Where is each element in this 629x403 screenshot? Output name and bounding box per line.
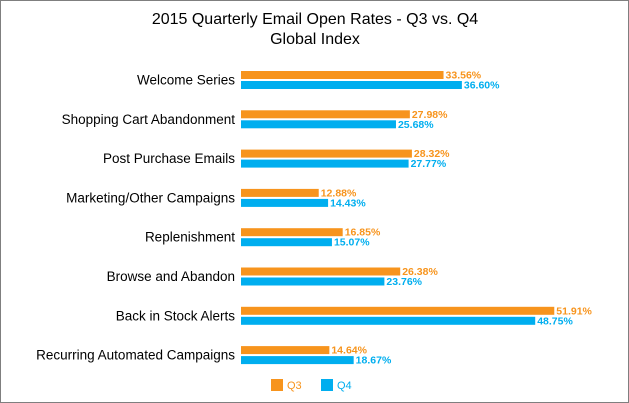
bar-q4-marketing-other-campaigns xyxy=(241,198,329,207)
chart-title: 2015 Quarterly Email Open Rates - Q3 vs.… xyxy=(152,11,478,28)
value-label-q4-recurring-automated-campaigns: 18.67% xyxy=(356,355,392,367)
legend-swatch-q4 xyxy=(321,379,333,391)
bar-q4-welcome-series xyxy=(241,81,462,89)
category-label-welcome-series: Welcome Series xyxy=(137,73,235,88)
value-labels: 33.56%36.60% 27.98%25.68% 28.32%27.77% 12.8… xyxy=(321,70,593,367)
category-label-back-in-stock-alerts: Back in Stock Alerts xyxy=(116,308,236,323)
bar-q3-back-in-stock-alerts xyxy=(241,306,555,315)
value-label-q4-browse-and-abandon: 23.76% xyxy=(386,276,422,288)
value-label-q4-back-in-stock-alerts: 48.75% xyxy=(537,315,573,327)
value-label-q4-marketing-other-campaigns: 14.43% xyxy=(330,197,366,209)
category-label-post-purchase-emails: Post Purchase Emails xyxy=(103,151,235,166)
bar-q4-back-in-stock-alerts xyxy=(241,316,536,325)
value-label-q3-shopping-cart-abandonment: 27.98% xyxy=(412,109,448,121)
bar-q4-recurring-automated-campaigns xyxy=(241,356,354,365)
category-label-marketing-other-campaigns: Marketing/Other Campaigns xyxy=(66,190,235,205)
value-label-q4-post-purchase-emails: 27.77% xyxy=(411,158,447,170)
value-label-q4-shopping-cart-abandonment: 25.68% xyxy=(398,119,434,131)
legend: Q3 Q4 xyxy=(271,379,352,392)
value-label-q3-marketing-other-campaigns: 12.88% xyxy=(321,187,357,199)
value-label-q3-browse-and-abandon: 26.38% xyxy=(402,266,438,278)
bar-q4-browse-and-abandon xyxy=(241,277,385,286)
value-label-q3-back-in-stock-alerts: 51.91% xyxy=(556,305,592,317)
category-label-recurring-automated-campaigns: Recurring Automated Campaigns xyxy=(36,348,235,363)
bar-q3-recurring-automated-campaigns xyxy=(241,346,330,355)
value-label-q3-recurring-automated-campaigns: 14.64% xyxy=(331,345,367,357)
legend-label-q3: Q3 xyxy=(287,380,302,392)
value-label-q3-post-purchase-emails: 28.32% xyxy=(414,148,450,160)
bar-q3-welcome-series xyxy=(241,71,444,79)
chart-subtitle: Global Index xyxy=(270,31,360,48)
bar-q4-replenishment xyxy=(241,238,332,247)
category-labels: Welcome Series Shopping Cart Abandonment P… xyxy=(36,73,235,363)
category-label-replenishment: Replenishment xyxy=(145,230,235,245)
legend-label-q4: Q4 xyxy=(337,380,352,392)
bars xyxy=(241,71,555,365)
category-label-browse-and-abandon: Browse and Abandon xyxy=(107,269,235,284)
legend-swatch-q3 xyxy=(271,379,283,391)
value-label-q4-welcome-series: 36.60% xyxy=(464,80,500,92)
bar-q3-post-purchase-emails xyxy=(241,149,412,158)
bar-q3-marketing-other-campaigns xyxy=(241,188,319,197)
bar-q3-replenishment xyxy=(241,228,343,237)
value-label-q3-welcome-series: 33.56% xyxy=(446,70,482,82)
bar-q3-browse-and-abandon xyxy=(241,267,401,276)
bar-q3-shopping-cart-abandonment xyxy=(241,110,410,119)
bar-q4-post-purchase-emails xyxy=(241,159,409,168)
value-label-q4-replenishment: 15.07% xyxy=(334,237,370,249)
category-label-shopping-cart-abandonment: Shopping Cart Abandonment xyxy=(62,112,236,127)
value-label-q3-replenishment: 16.85% xyxy=(345,227,381,239)
bar-q4-shopping-cart-abandonment xyxy=(241,120,396,129)
